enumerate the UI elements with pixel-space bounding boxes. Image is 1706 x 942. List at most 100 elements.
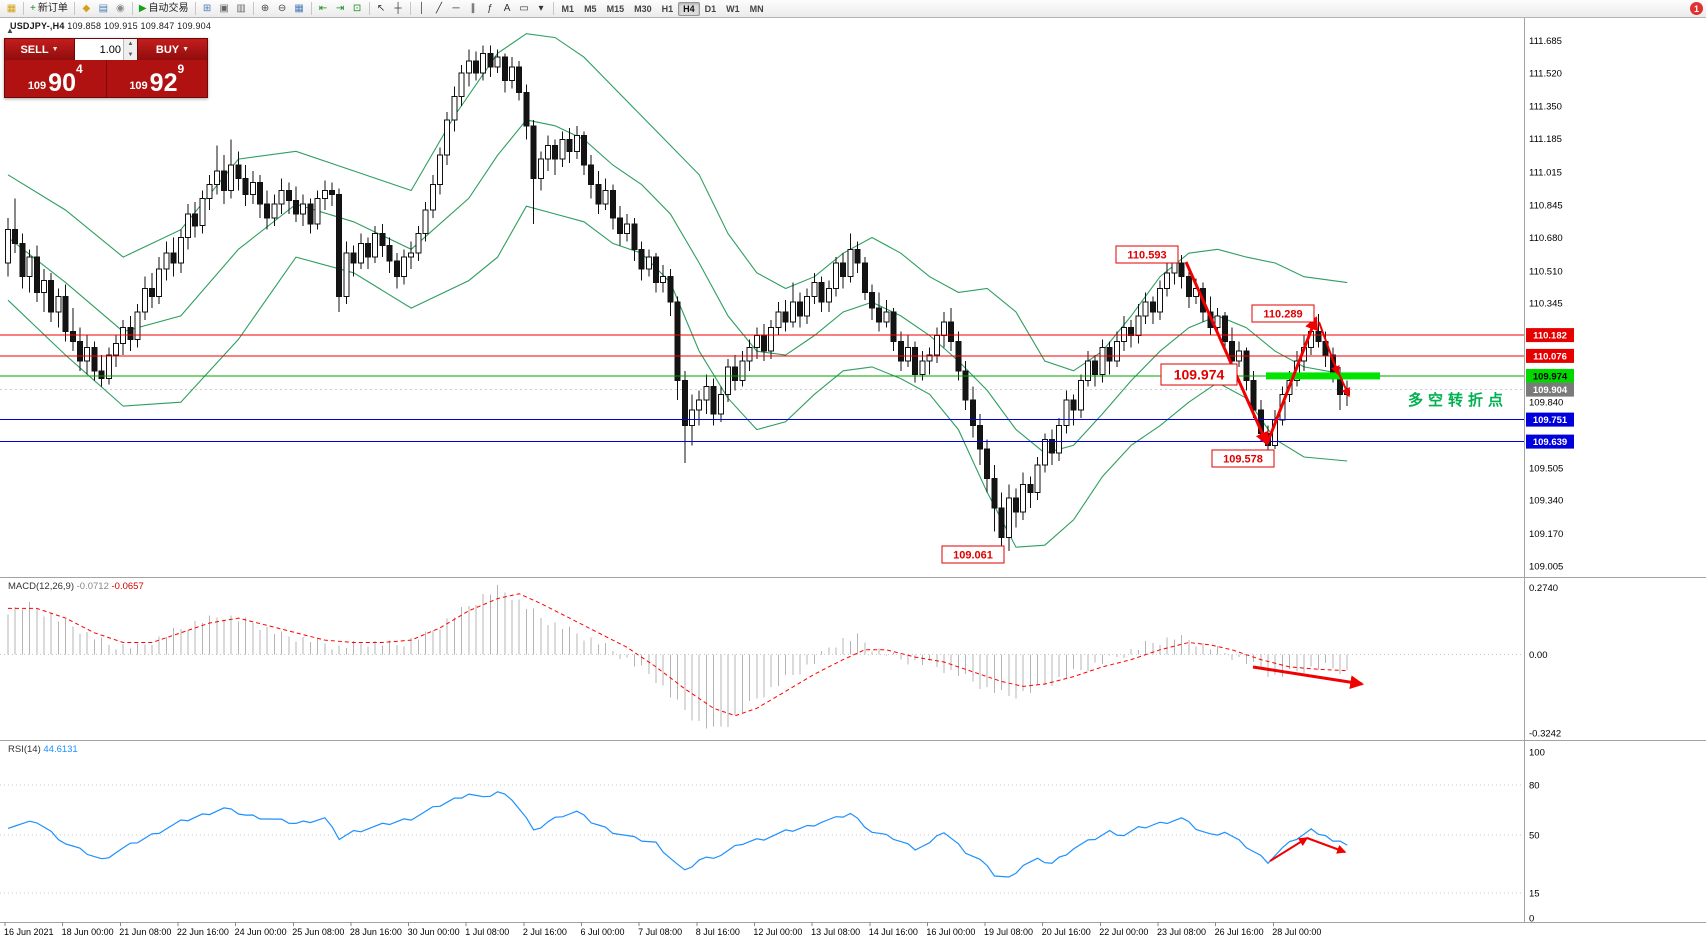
sell-button[interactable]: SELL ▼ bbox=[5, 39, 75, 60]
svg-text:109.578: 109.578 bbox=[1223, 453, 1263, 465]
svg-text:109.170: 109.170 bbox=[1529, 529, 1563, 540]
timeframe-m30-button[interactable]: M30 bbox=[629, 2, 657, 16]
shapes-button[interactable]: ▾ bbox=[533, 1, 550, 17]
autotrade-button[interactable]: ▶ 自动交易 bbox=[136, 1, 192, 17]
turning-point-note[interactable]: 多空转折点 bbox=[1408, 391, 1508, 409]
svg-text:111.520: 111.520 bbox=[1529, 68, 1562, 79]
cursor-button[interactable]: ↖ bbox=[373, 1, 390, 17]
svg-text:109.505: 109.505 bbox=[1529, 463, 1563, 474]
tile-windows-button[interactable]: ▦ bbox=[291, 1, 308, 17]
svg-text:0: 0 bbox=[1529, 914, 1534, 925]
crosshair-icon: ┼ bbox=[394, 2, 402, 14]
new-order-icon: + bbox=[30, 2, 36, 14]
svg-text:50: 50 bbox=[1529, 831, 1540, 842]
toolbar-separator bbox=[310, 2, 312, 15]
volume-down-icon[interactable]: ▼ bbox=[124, 49, 137, 60]
hline-button[interactable]: ─ bbox=[448, 1, 465, 17]
svg-text:14 Jul 16:00: 14 Jul 16:00 bbox=[869, 927, 918, 937]
trend-arrows[interactable] bbox=[1184, 261, 1365, 862]
timeframe-w1-button[interactable]: W1 bbox=[721, 2, 745, 16]
text-icon: A bbox=[503, 2, 511, 14]
toolbar-separator bbox=[194, 2, 196, 15]
svg-text:20 Jul 16:00: 20 Jul 16:00 bbox=[1042, 927, 1091, 937]
alerts-button[interactable]: ◆ bbox=[78, 1, 95, 17]
chevron-down-icon: ▼ bbox=[182, 46, 190, 53]
macd-axis[interactable]: 0.2740 0.00 -0.3242 bbox=[1529, 583, 1561, 740]
price-annotations[interactable]: 110.593 110.289 109.974 109.578 109.061 bbox=[941, 245, 1315, 564]
time-axis[interactable]: 16 Jun 2021 18 Jun 00:00 21 Jun 08:00 22 Ju… bbox=[4, 922, 1321, 937]
crosshair-button[interactable]: ┼ bbox=[390, 1, 407, 17]
volume-input[interactable] bbox=[75, 39, 123, 60]
toolbar-separator bbox=[409, 2, 411, 15]
sell-price-prefix: 109 bbox=[27, 80, 47, 92]
timeframe-m15-button[interactable]: M15 bbox=[602, 2, 630, 16]
volume-up-icon[interactable]: ▲ bbox=[124, 39, 137, 50]
toolbar-separator bbox=[131, 2, 133, 15]
autotrade-icon: ▶ bbox=[138, 2, 147, 14]
svg-text:80: 80 bbox=[1529, 781, 1540, 792]
chevron-down-icon: ▼ bbox=[51, 46, 59, 53]
svg-text:109.904: 109.904 bbox=[1533, 385, 1568, 396]
zoom-in-icon: ⊕ bbox=[260, 2, 270, 14]
timeframe-mn-button[interactable]: MN bbox=[745, 2, 769, 16]
volume-field: ▲ ▼ bbox=[75, 39, 137, 60]
timeframe-h1-button[interactable]: H1 bbox=[657, 2, 679, 16]
svg-text:111.015: 111.015 bbox=[1529, 167, 1562, 178]
toolbar: ▦ + 新订单 ◆ ▤ ◉ ▶ 自动交易 ⊞ ▣ ▥ ⊕ ⊖ ▦ ⇤ ⇥ ⊡ ↖ ┼ │ ╱ ─ ∥ ƒ A ▭ ▾ M1 M5 M15 M… bbox=[0, 0, 1706, 18]
auto-scroll-icon: ⇤ bbox=[318, 2, 328, 14]
svg-text:23 Jul 08:00: 23 Jul 08:00 bbox=[1157, 927, 1206, 937]
zoom-out-button[interactable]: ⊖ bbox=[274, 1, 291, 17]
svg-text:0.00: 0.00 bbox=[1529, 650, 1548, 661]
new-chart-button[interactable]: ⊞ bbox=[199, 1, 216, 17]
trendline-button[interactable]: ╱ bbox=[431, 1, 448, 17]
new-order-button[interactable]: + 新订单 bbox=[27, 1, 71, 17]
one-click-collapse-icon[interactable]: ▲ bbox=[6, 26, 14, 35]
svg-text:100: 100 bbox=[1529, 748, 1545, 759]
vline-button[interactable]: │ bbox=[414, 1, 431, 17]
sell-price[interactable]: 109 90 4 bbox=[5, 60, 107, 97]
svg-text:0.2740: 0.2740 bbox=[1529, 583, 1558, 594]
toolbar-separator bbox=[73, 2, 75, 15]
timeframe-m5-button[interactable]: M5 bbox=[579, 2, 602, 16]
svg-text:28 Jul 00:00: 28 Jul 00:00 bbox=[1272, 927, 1321, 937]
macd-label: MACD(12,26,9) -0.0712 -0.0657 bbox=[8, 581, 144, 592]
label-icon: ▭ bbox=[519, 2, 529, 14]
indicator-gridlines bbox=[0, 389, 1524, 894]
fibonacci-button[interactable]: ƒ bbox=[482, 1, 499, 17]
ohlc-open: 109.858 bbox=[67, 21, 102, 31]
buy-price[interactable]: 109 92 9 bbox=[107, 60, 208, 97]
terminal-button[interactable]: ▤ bbox=[95, 1, 112, 17]
strategy-tester-button[interactable]: ◉ bbox=[112, 1, 129, 17]
svg-text:-0.3242: -0.3242 bbox=[1529, 729, 1561, 740]
support-highlight-bar[interactable] bbox=[1266, 372, 1380, 380]
text-button[interactable]: A bbox=[499, 1, 516, 17]
timeframe-m1-button[interactable]: M1 bbox=[557, 2, 580, 16]
alerts-icon: ◆ bbox=[82, 2, 91, 14]
tile-windows-icon: ▦ bbox=[294, 2, 304, 14]
chart-shift-button[interactable]: ⇥ bbox=[332, 1, 349, 17]
zoom-in-button[interactable]: ⊕ bbox=[257, 1, 274, 17]
profiles-button[interactable]: ▣ bbox=[216, 1, 233, 17]
indicators-button[interactable]: ⊡ bbox=[349, 1, 366, 17]
app-button[interactable]: ▦ bbox=[3, 1, 20, 17]
buy-price-prefix: 109 bbox=[129, 80, 148, 92]
one-click-trading-panel: SELL▼ ▲ ▼ BUY▼ 109 90 4 109 92 bbox=[4, 38, 208, 98]
auto-scroll-button[interactable]: ⇤ bbox=[315, 1, 332, 17]
toolbar-separator bbox=[552, 2, 554, 15]
rsi-axis[interactable]: 100 80 50 15 0 bbox=[1529, 748, 1545, 925]
horizontal-level-lines[interactable] bbox=[0, 334, 1524, 443]
channel-button[interactable]: ∥ bbox=[465, 1, 482, 17]
buy-button[interactable]: BUY ▼ bbox=[137, 39, 207, 60]
svg-text:109.639: 109.639 bbox=[1533, 437, 1567, 448]
candlesticks bbox=[5, 45, 1351, 555]
timeframe-h4-button[interactable]: H4 bbox=[678, 1, 700, 16]
price-axis[interactable]: 111.685 111.520 111.350 111.185 111.015 110.8… bbox=[1529, 36, 1563, 572]
timeframe-d1-button[interactable]: D1 bbox=[700, 2, 722, 16]
label-button[interactable]: ▭ bbox=[516, 1, 533, 17]
chart-window-button[interactable]: ▥ bbox=[233, 1, 250, 17]
svg-text:30 Jun 00:00: 30 Jun 00:00 bbox=[408, 927, 460, 937]
notification-badge[interactable]: 1 bbox=[1690, 2, 1703, 15]
zoom-out-icon: ⊖ bbox=[277, 2, 287, 14]
